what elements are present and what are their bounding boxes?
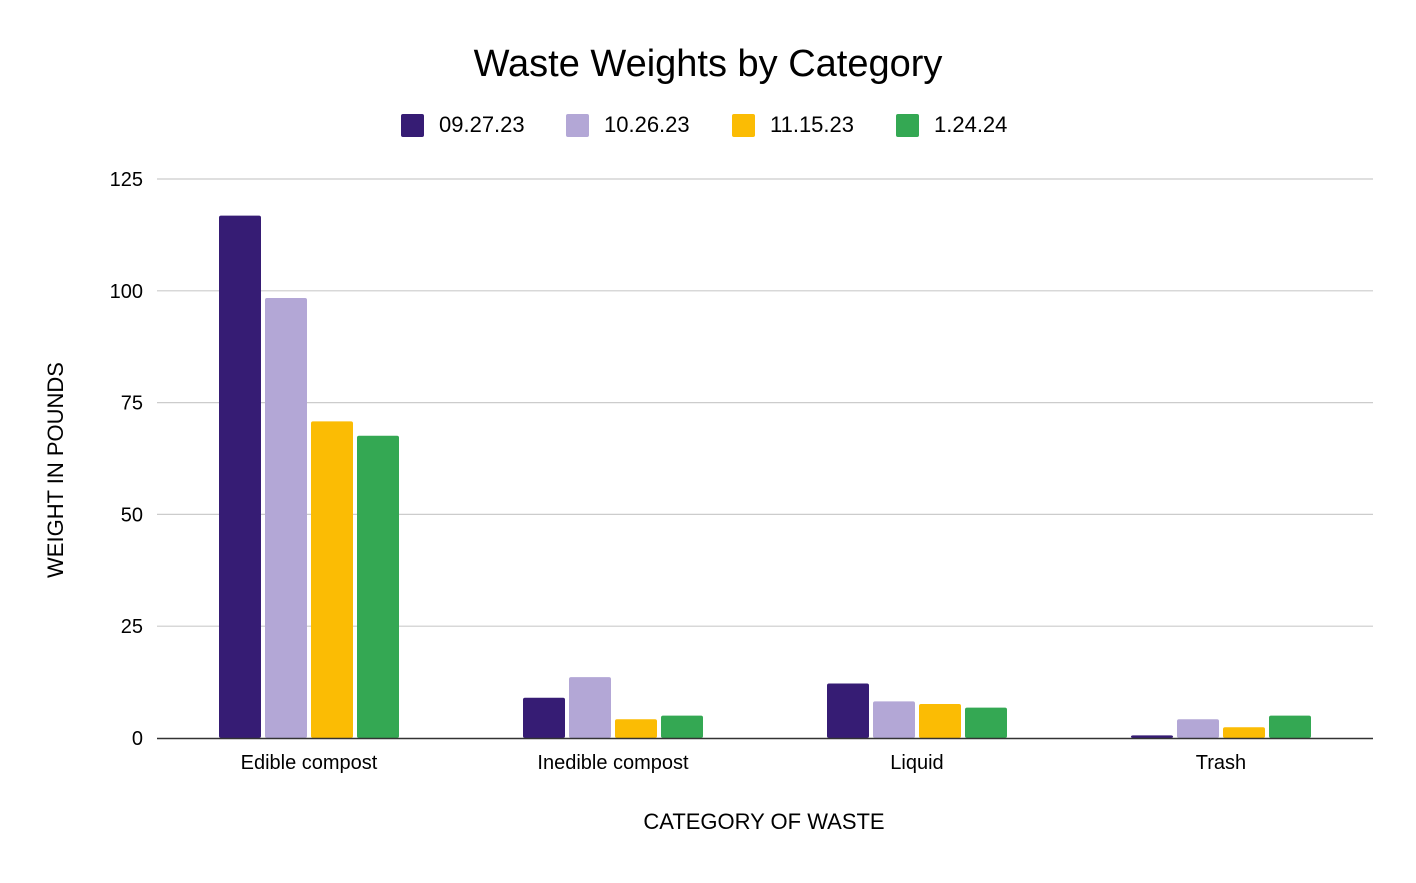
y-tick-label: 75 — [121, 393, 143, 415]
legend-swatch — [896, 114, 919, 137]
legend-label: 09.27.23 — [439, 112, 525, 137]
y-tick-label: 125 — [110, 169, 143, 191]
bar — [523, 697, 565, 738]
legend-item: 09.27.23 — [401, 112, 525, 137]
bar — [311, 421, 353, 738]
legend-label: 1.24.24 — [934, 112, 1007, 137]
x-tick-label: Liquid — [890, 752, 943, 774]
y-tick-label: 25 — [121, 616, 143, 638]
y-axis-title: WEIGHT IN POUNDS — [43, 362, 68, 578]
bar — [357, 435, 399, 738]
bar — [965, 707, 1007, 738]
bar — [873, 701, 915, 738]
legend-item: 10.26.23 — [566, 112, 690, 137]
y-tick-label: 100 — [110, 281, 143, 303]
legend: 09.27.23 10.26.23 11.15.23 1.24.24 — [401, 112, 1007, 137]
chart-title: Waste Weights by Category — [474, 43, 943, 85]
bar — [1177, 719, 1219, 738]
x-axis-title: CATEGORY OF WASTE — [643, 809, 884, 834]
legend-item: 1.24.24 — [896, 112, 1007, 137]
bar — [1223, 727, 1265, 738]
y-tick-label: 50 — [121, 504, 143, 526]
legend-swatch — [732, 114, 755, 137]
bar — [569, 677, 611, 738]
x-tick-label: Edible compost — [241, 752, 378, 774]
legend-label: 11.15.23 — [770, 112, 854, 137]
legend-label: 10.26.23 — [604, 112, 690, 137]
x-tick-label: Inedible compost — [537, 752, 689, 774]
y-axis-ticks: 0 25 50 75 100 125 — [110, 169, 143, 750]
bar — [661, 715, 703, 738]
bar — [219, 215, 261, 738]
bars — [219, 215, 1311, 738]
legend-swatch — [401, 114, 424, 137]
x-tick-label: Trash — [1196, 752, 1246, 774]
legend-swatch — [566, 114, 589, 137]
bar — [1269, 715, 1311, 738]
x-axis-ticks: Edible compost Inedible compost Liquid Tras… — [241, 752, 1247, 774]
y-tick-label: 0 — [132, 728, 143, 750]
bar — [265, 297, 307, 738]
bar — [919, 704, 961, 738]
bar — [827, 683, 869, 738]
legend-item: 11.15.23 — [732, 112, 854, 137]
bar — [1131, 735, 1173, 738]
bar — [615, 719, 657, 738]
